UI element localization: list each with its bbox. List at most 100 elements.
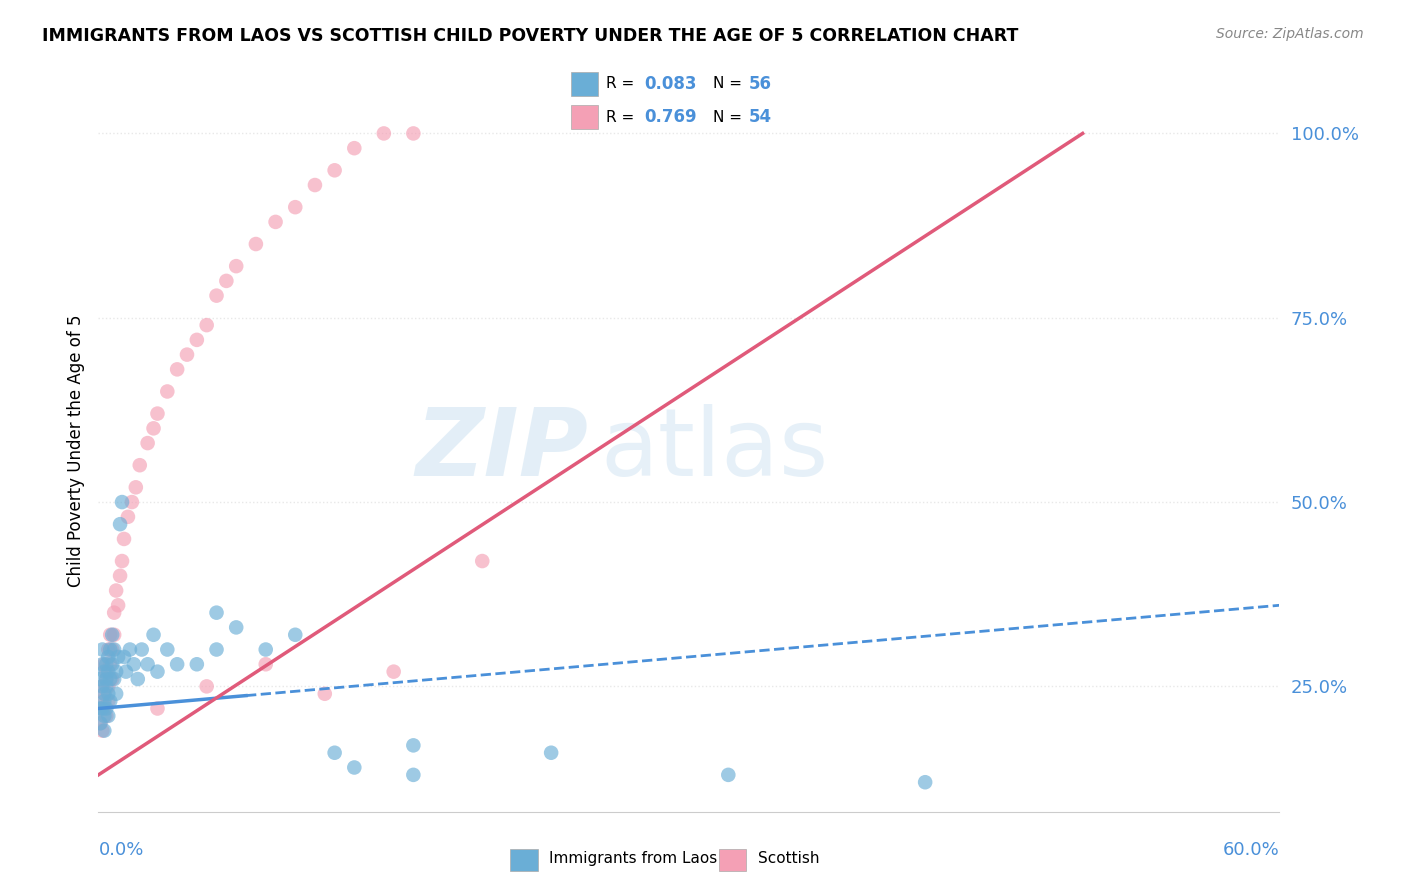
Point: [105, 687, 128, 701]
Point: [176, 348, 198, 362]
Point: [89, 701, 111, 715]
Point: [93, 687, 115, 701]
Point: [101, 642, 124, 657]
Point: [225, 620, 247, 634]
Point: [103, 628, 125, 642]
Point: [343, 141, 366, 155]
Point: [89, 672, 111, 686]
Point: [93, 657, 115, 672]
Point: [96, 672, 118, 686]
Point: [205, 642, 228, 657]
Point: [105, 583, 128, 598]
Point: [91, 679, 114, 693]
Point: [91, 642, 114, 657]
Point: [131, 642, 153, 657]
Point: [540, 746, 562, 760]
Point: [112, 649, 135, 664]
Point: [264, 215, 287, 229]
Point: [166, 362, 188, 376]
Point: [186, 657, 208, 672]
Point: [96, 709, 118, 723]
Point: [343, 760, 366, 774]
Text: 54: 54: [749, 108, 772, 126]
Point: [117, 509, 139, 524]
Point: [96, 672, 118, 686]
Point: [254, 642, 277, 657]
Point: [97, 649, 120, 664]
Point: [91, 694, 114, 708]
Point: [373, 127, 395, 141]
Point: [402, 768, 425, 782]
Point: [93, 701, 115, 715]
Point: [156, 384, 179, 399]
Text: Source: ZipAtlas.com: Source: ZipAtlas.com: [1216, 27, 1364, 41]
Text: IMMIGRANTS FROM LAOS VS SCOTTISH CHILD POVERTY UNDER THE AGE OF 5 CORRELATION CH: IMMIGRANTS FROM LAOS VS SCOTTISH CHILD P…: [42, 27, 1018, 45]
Point: [96, 701, 118, 715]
Point: [717, 768, 740, 782]
Point: [98, 672, 121, 686]
Point: [146, 665, 169, 679]
Text: R =: R =: [606, 76, 640, 91]
Text: 56: 56: [749, 75, 772, 93]
Point: [98, 694, 121, 708]
Point: [205, 606, 228, 620]
FancyBboxPatch shape: [571, 71, 598, 95]
Point: [107, 649, 129, 664]
Point: [101, 628, 124, 642]
Point: [323, 746, 346, 760]
Point: [314, 687, 336, 701]
Point: [122, 657, 145, 672]
Text: 0.083: 0.083: [644, 75, 697, 93]
Point: [111, 554, 134, 568]
Point: [97, 694, 120, 708]
Point: [98, 642, 121, 657]
Point: [101, 672, 124, 686]
Point: [97, 642, 120, 657]
Point: [121, 495, 143, 509]
FancyBboxPatch shape: [510, 849, 537, 871]
Point: [195, 318, 218, 332]
Point: [382, 665, 405, 679]
Text: Scottish: Scottish: [758, 852, 820, 866]
Point: [127, 672, 149, 686]
Point: [101, 657, 124, 672]
Point: [93, 709, 115, 723]
Point: [108, 569, 131, 583]
Point: [91, 723, 114, 738]
Point: [156, 642, 179, 657]
Text: R =: R =: [606, 110, 640, 125]
Point: [105, 665, 128, 679]
Point: [136, 657, 159, 672]
Point: [304, 178, 326, 192]
Point: [142, 628, 165, 642]
Text: 0.0%: 0.0%: [98, 840, 143, 859]
Point: [323, 163, 346, 178]
Point: [125, 480, 148, 494]
Point: [284, 200, 307, 214]
Point: [115, 665, 138, 679]
Text: 0.769: 0.769: [644, 108, 697, 126]
Y-axis label: Child Poverty Under the Age of 5: Child Poverty Under the Age of 5: [66, 314, 84, 587]
Point: [103, 606, 125, 620]
Point: [112, 532, 135, 546]
Point: [93, 665, 115, 679]
Point: [98, 628, 121, 642]
Point: [103, 642, 125, 657]
Point: [97, 687, 120, 701]
Point: [118, 642, 141, 657]
Point: [225, 259, 247, 273]
Point: [93, 687, 115, 701]
Point: [402, 739, 425, 753]
Point: [128, 458, 150, 473]
Point: [89, 701, 111, 715]
Point: [91, 657, 114, 672]
Point: [914, 775, 936, 789]
Point: [471, 554, 494, 568]
Point: [96, 665, 118, 679]
Point: [97, 665, 120, 679]
Point: [402, 127, 425, 141]
Text: ZIP: ZIP: [416, 404, 589, 497]
Point: [186, 333, 208, 347]
Point: [97, 709, 120, 723]
Point: [284, 628, 307, 642]
